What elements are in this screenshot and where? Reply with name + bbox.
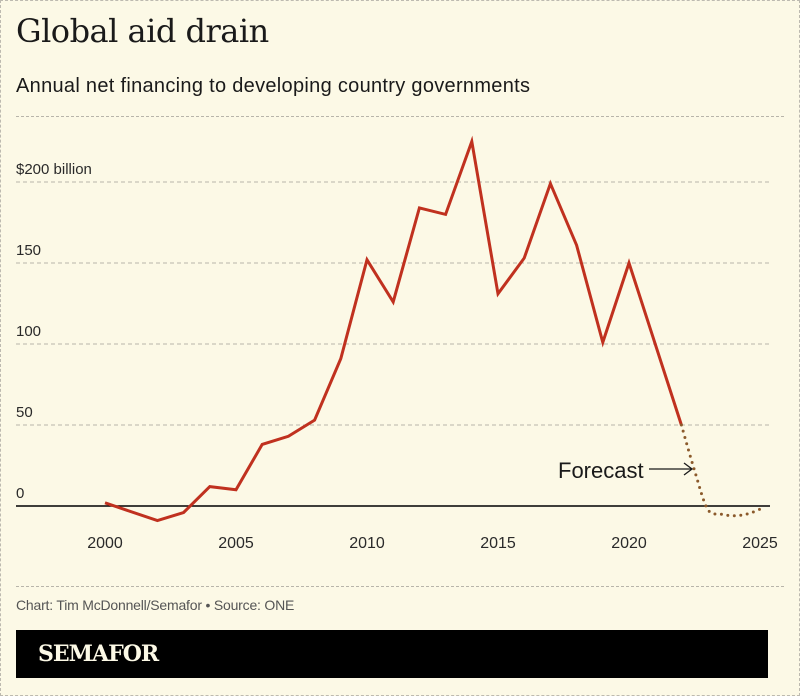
header-divider — [16, 116, 784, 117]
x-tick-label: 2000 — [87, 535, 123, 552]
forecast-label: Forecast — [558, 458, 644, 483]
forecast-annotation: Forecast — [558, 458, 694, 483]
x-tick-label: 2025 — [742, 535, 778, 552]
chart-subtitle: Annual net financing to developing count… — [16, 75, 531, 97]
y-tick-label: 50 — [16, 404, 33, 421]
x-axis-ticks: 2000 2005 2010 2015 2020 2025 — [87, 535, 778, 552]
chart-title: Global aid drain — [16, 12, 269, 50]
x-tick-label: 2010 — [349, 535, 385, 552]
brand-bar: SEMAFOR — [16, 630, 768, 678]
y-axis-ticks: 0 50 100 150 $200 billion — [16, 161, 92, 502]
series-actual-line — [104, 135, 683, 523]
semafor-logo: SEMAFOR — [38, 641, 159, 667]
y-tick-label: 150 — [16, 242, 41, 259]
x-tick-label: 2015 — [480, 535, 516, 552]
footer-divider — [16, 586, 784, 587]
y-tick-label: 0 — [16, 485, 24, 502]
x-tick-label: 2005 — [218, 535, 254, 552]
series-forecast-line — [679, 423, 762, 518]
arrow-right-icon — [683, 462, 694, 476]
x-tick-label: 2020 — [611, 535, 647, 552]
y-tick-label: $200 billion — [16, 161, 92, 178]
y-tick-label: 100 — [16, 323, 41, 340]
chart-credit: Chart: Tim McDonnell/Semafor • Source: O… — [16, 597, 295, 613]
